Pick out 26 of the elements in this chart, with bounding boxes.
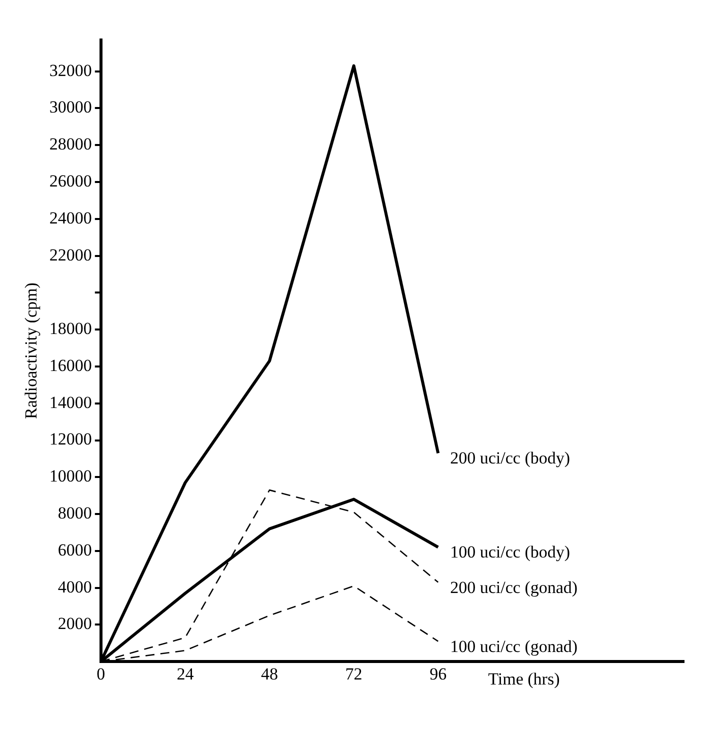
series-label: 200 uci/cc (body) [450,448,570,468]
y-tick-label: 18000 [49,319,92,338]
y-axis-title: Radioactivity (cpm) [22,282,41,420]
x-tick-label: 96 [430,664,447,684]
series-label: 100 uci/cc (gonad) [450,636,578,656]
y-tick-label: 6000 [58,540,92,560]
x-axis-title: Time (hrs) [488,670,560,689]
y-tick-label: 10000 [49,466,92,486]
y-tick-label: 24000 [49,208,92,228]
x-tick-label: 48 [261,664,278,684]
y-tick-label: 8000 [58,504,92,523]
series-label: 100 uci/cc (body) [450,542,570,562]
y-tick-label: 28000 [49,134,92,154]
x-tick-label: 0 [96,664,106,684]
y-tick-label: 30000 [49,98,92,117]
y-tick-label: 26000 [49,171,92,190]
y-tick-label: 2000 [58,614,92,634]
y-tick-label: 16000 [49,356,92,375]
y-tick-label: 4000 [58,577,92,596]
x-tick-label: 72 [345,664,362,684]
y-tick-label: 32000 [49,60,92,80]
y-tick-label: 22000 [49,245,92,264]
y-tick-label: 12000 [49,430,92,449]
y-tick-label: 14000 [49,392,92,412]
x-tick-label: 24 [176,664,194,684]
series-label: 200 uci/cc (gonad) [450,578,578,597]
